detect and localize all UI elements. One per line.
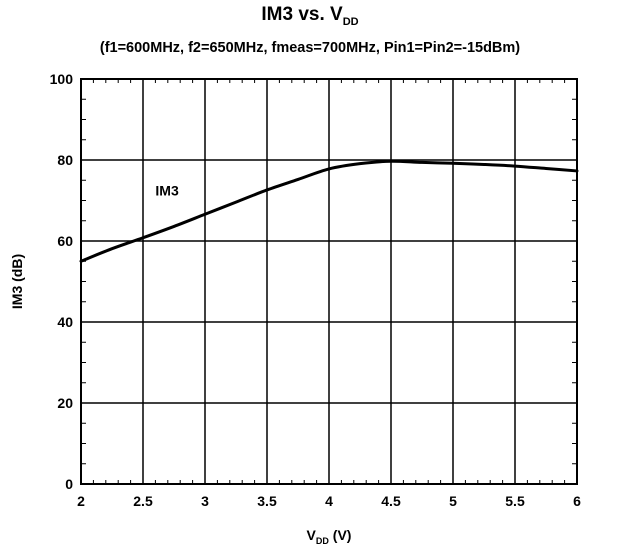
y-tick-label: 80 xyxy=(57,152,73,168)
plot-frame xyxy=(80,78,578,485)
chart-title-text: IM3 vs. V xyxy=(261,4,343,25)
chart-title-subscript: DD xyxy=(342,16,359,28)
x-axis-label-main: V xyxy=(307,527,317,543)
x-tick-label: 4.5 xyxy=(381,493,401,509)
y-tick-label: 0 xyxy=(65,476,73,492)
chart-subtitle: (f1=600MHz, f2=650MHz, fmeas=700MHz, Pin… xyxy=(99,40,521,56)
x-tick-label: 2.5 xyxy=(133,493,153,509)
y-tick-label: 20 xyxy=(57,395,73,411)
x-axis-label-subscript: DD xyxy=(316,536,329,546)
y-tick-label: 40 xyxy=(57,314,73,330)
series-line-im3 xyxy=(79,159,579,263)
x-tick-label: 2 xyxy=(77,493,85,509)
y-tick-label: 60 xyxy=(57,233,73,249)
x-tick-label: 3 xyxy=(201,493,209,509)
series-label-im3: IM3 xyxy=(155,182,179,198)
x-tick-label: 4 xyxy=(325,493,333,509)
x-tick-label: 5 xyxy=(449,493,457,509)
x-tick-label: 5.5 xyxy=(505,493,525,509)
x-tick-label: 6 xyxy=(573,493,581,509)
x-tick-label: 3.5 xyxy=(257,493,277,509)
x-axis-label: VDD (V) xyxy=(307,527,352,546)
grid-layer xyxy=(81,79,577,484)
y-axis-label: IM3 (dB) xyxy=(9,254,25,309)
y-tick-label: 100 xyxy=(50,71,74,87)
x-axis-label-unit: (V) xyxy=(329,527,352,543)
series-layer: IM3 xyxy=(79,159,579,263)
chart-title: IM3 vs. VDD xyxy=(0,4,620,28)
